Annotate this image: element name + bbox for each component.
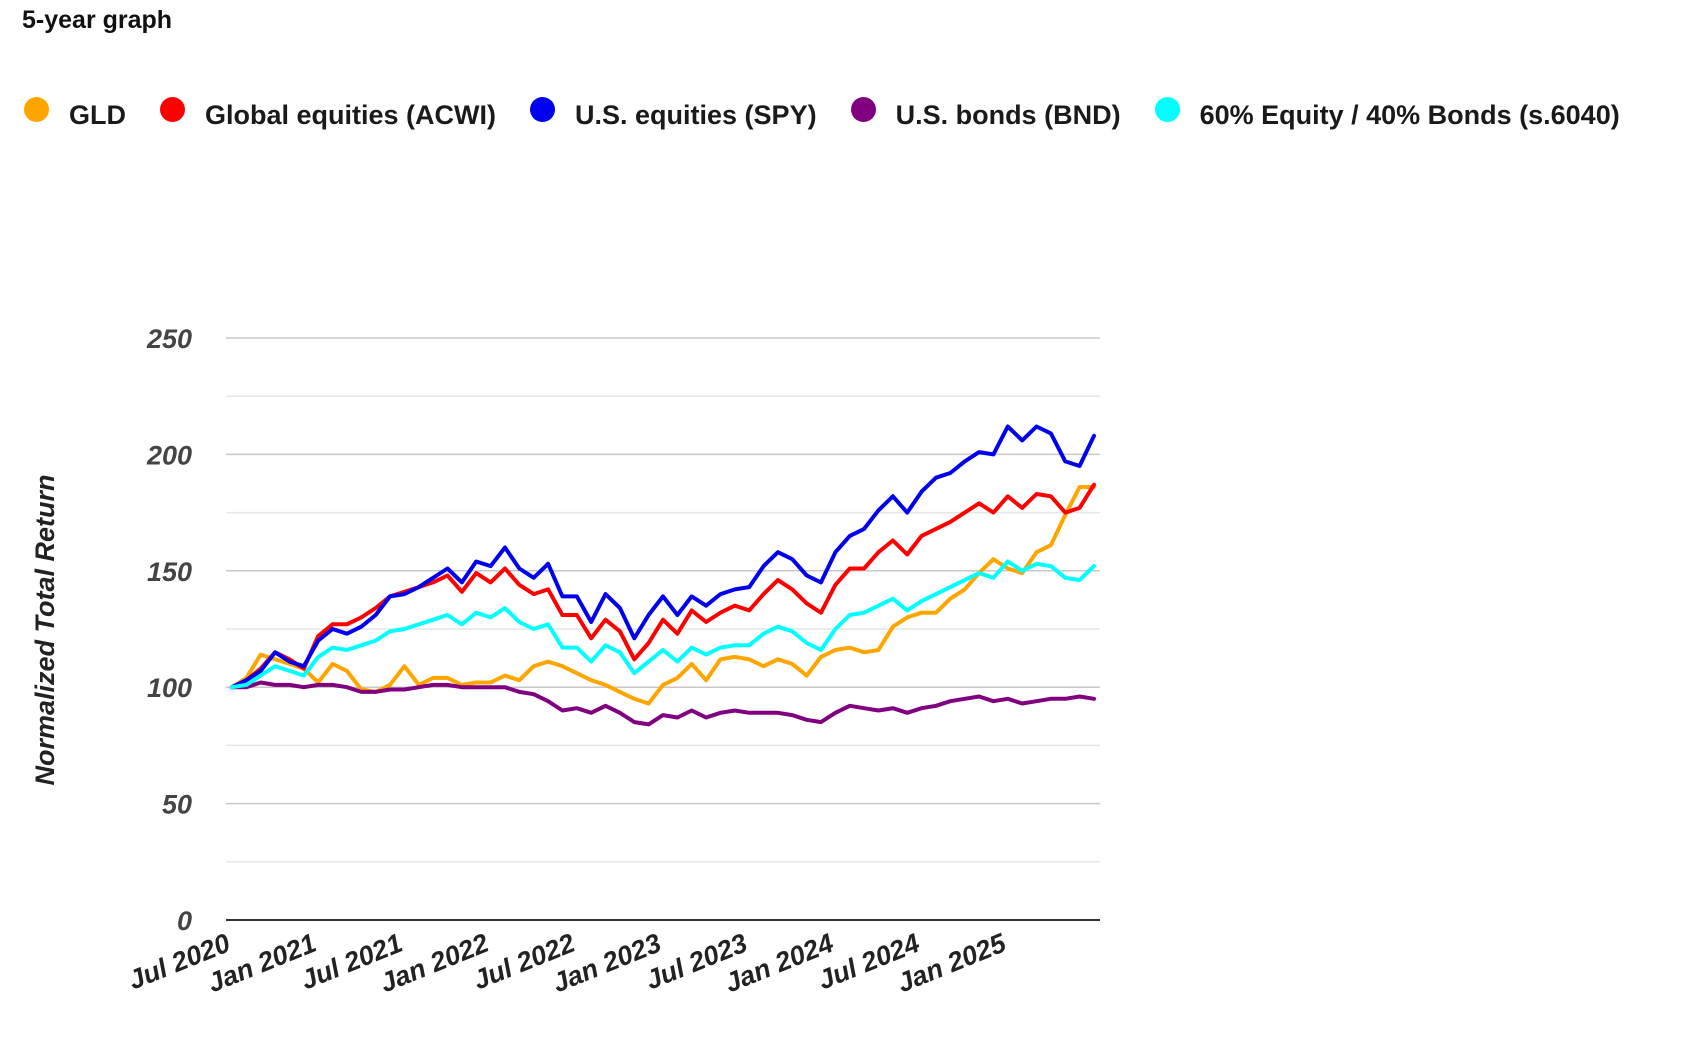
y-axis-label: Normalized Total Return: [30, 474, 60, 785]
chart-legend: GLD Global equities (ACWI) U.S. equities…: [24, 97, 1654, 131]
legend-label: U.S. equities (SPY): [575, 100, 817, 130]
grid-lines: [226, 337, 1100, 921]
y-tick-label: 200: [146, 440, 192, 470]
y-tick-label: 150: [147, 557, 192, 587]
legend-item-spy[interactable]: U.S. equities (SPY): [530, 97, 817, 131]
legend-marker-icon: [1154, 97, 1180, 122]
series-line[interactable]: [230, 424, 1096, 690]
legend-marker-icon: [160, 97, 185, 122]
series-line[interactable]: [230, 482, 1096, 690]
series-line[interactable]: [230, 559, 1096, 690]
legend-item-gld[interactable]: GLD: [24, 97, 126, 131]
legend-label: 60% Equity / 40% Bonds (s.6040): [1199, 100, 1620, 130]
legend-label: U.S. bonds (BND): [895, 100, 1121, 130]
series-lines: [230, 424, 1096, 727]
y-tick-label: 100: [147, 673, 192, 703]
page-title: 5-year graph: [22, 6, 173, 34]
legend-item-6040[interactable]: 60% Equity / 40% Bonds (s.6040): [1154, 97, 1620, 131]
y-tick-label: 0: [177, 906, 192, 936]
series-line[interactable]: [230, 680, 1096, 727]
legend-label: Global equities (ACWI): [205, 100, 497, 130]
legend-marker-icon: [24, 97, 49, 122]
legend-item-acwi[interactable]: Global equities (ACWI): [160, 97, 497, 131]
legend-label: GLD: [69, 100, 126, 130]
legend-marker-icon: [530, 97, 556, 122]
legend-item-bnd[interactable]: U.S. bonds (BND): [850, 97, 1121, 131]
y-tick-label: 50: [162, 790, 192, 820]
legend-marker-icon: [850, 97, 876, 122]
y-tick-label: 250: [146, 324, 192, 354]
